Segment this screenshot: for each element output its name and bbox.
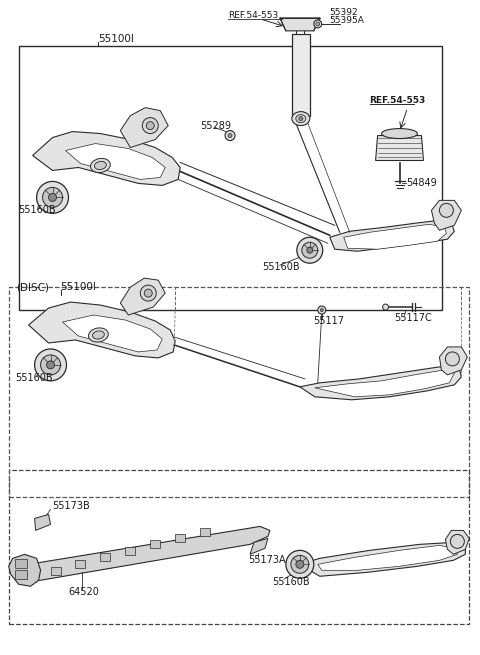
Polygon shape: [12, 527, 270, 582]
Text: REF.54-553: REF.54-553: [370, 96, 426, 105]
Bar: [150, 540, 160, 548]
Text: 55160B: 55160B: [272, 577, 310, 588]
Circle shape: [445, 352, 459, 366]
Circle shape: [35, 349, 67, 381]
Text: (DISC): (DISC): [16, 282, 48, 292]
Circle shape: [146, 122, 154, 130]
Circle shape: [286, 550, 314, 578]
Circle shape: [140, 285, 156, 301]
Polygon shape: [432, 200, 461, 231]
Ellipse shape: [88, 328, 108, 342]
Polygon shape: [250, 538, 268, 554]
Text: 55160B: 55160B: [19, 205, 56, 215]
Ellipse shape: [95, 161, 107, 170]
Text: 55100I: 55100I: [60, 282, 96, 292]
Bar: [175, 534, 185, 542]
Circle shape: [314, 20, 322, 28]
Circle shape: [43, 187, 62, 208]
Circle shape: [47, 361, 55, 369]
Polygon shape: [120, 107, 168, 147]
Bar: [9, 470, 469, 624]
Bar: [292, 34, 310, 116]
Bar: [19, 46, 443, 310]
Text: 55395A: 55395A: [330, 16, 365, 26]
Circle shape: [228, 134, 232, 138]
Circle shape: [291, 555, 309, 573]
Polygon shape: [9, 554, 41, 586]
Bar: [50, 567, 60, 575]
Text: REF.54-553: REF.54-553: [228, 11, 278, 20]
Bar: [15, 559, 26, 569]
Ellipse shape: [91, 159, 110, 172]
Bar: [200, 529, 210, 536]
Polygon shape: [315, 370, 455, 397]
Circle shape: [302, 242, 318, 258]
Text: 55160B: 55160B: [262, 262, 300, 272]
Polygon shape: [318, 546, 457, 571]
Circle shape: [299, 117, 303, 121]
Polygon shape: [35, 514, 50, 531]
Polygon shape: [29, 302, 175, 358]
Bar: [75, 560, 85, 569]
Text: 55117C: 55117C: [395, 313, 432, 323]
Polygon shape: [344, 224, 446, 249]
Polygon shape: [65, 143, 165, 179]
Text: 55160B: 55160B: [16, 373, 53, 383]
Text: 54849: 54849: [407, 178, 437, 189]
Ellipse shape: [93, 331, 104, 339]
Polygon shape: [376, 136, 423, 160]
Text: 64520: 64520: [69, 588, 99, 597]
Circle shape: [297, 237, 323, 263]
Polygon shape: [33, 132, 180, 185]
Ellipse shape: [382, 128, 418, 139]
Text: 55392: 55392: [330, 9, 359, 18]
Circle shape: [41, 355, 60, 375]
Polygon shape: [300, 542, 465, 576]
Ellipse shape: [296, 115, 306, 122]
Text: 55173A: 55173A: [248, 555, 286, 565]
Polygon shape: [330, 220, 455, 252]
Text: 55289: 55289: [200, 121, 231, 130]
Text: 55117: 55117: [313, 316, 344, 326]
Ellipse shape: [292, 111, 310, 126]
Polygon shape: [280, 18, 320, 31]
Circle shape: [450, 534, 464, 548]
Circle shape: [318, 306, 326, 314]
Bar: [100, 553, 110, 561]
Bar: [25, 574, 36, 582]
Circle shape: [225, 130, 235, 141]
Circle shape: [316, 22, 320, 26]
Circle shape: [144, 289, 152, 297]
Bar: [9, 287, 469, 496]
Polygon shape: [300, 367, 461, 400]
Bar: [15, 571, 26, 579]
Circle shape: [48, 193, 57, 201]
Text: 55173B: 55173B: [52, 502, 90, 512]
Circle shape: [320, 309, 323, 312]
Bar: [125, 548, 135, 555]
Circle shape: [36, 181, 69, 214]
Polygon shape: [445, 531, 469, 554]
Circle shape: [383, 304, 389, 310]
Polygon shape: [62, 315, 162, 352]
Polygon shape: [439, 347, 468, 375]
Text: 55100I: 55100I: [98, 34, 134, 44]
Polygon shape: [120, 278, 165, 315]
Circle shape: [142, 118, 158, 134]
Circle shape: [307, 247, 313, 253]
Circle shape: [439, 203, 454, 217]
Circle shape: [296, 560, 304, 569]
